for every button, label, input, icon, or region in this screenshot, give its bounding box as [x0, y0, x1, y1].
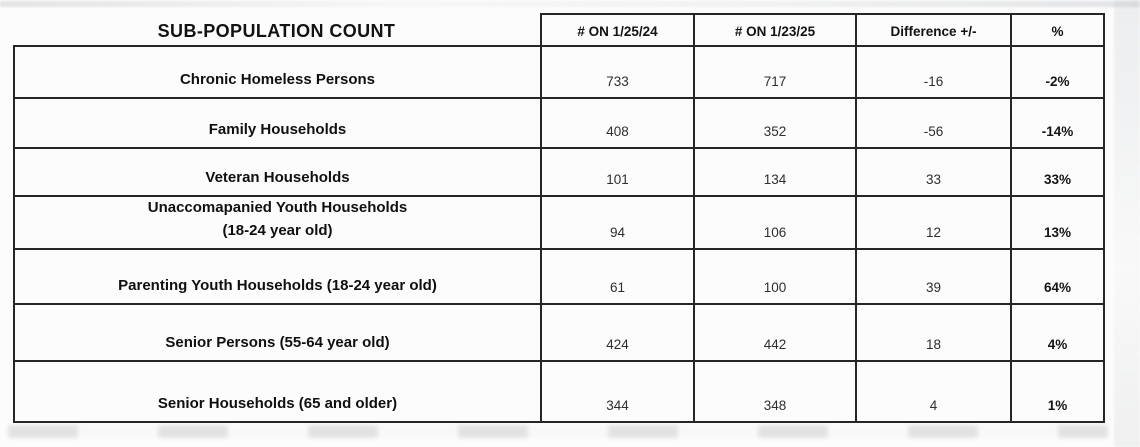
table-title: SUB-POPULATION COUNT	[157, 21, 396, 41]
row-label-senior-persons: Senior Persons (55-64 year old)	[13, 303, 540, 360]
scan-artifact-right-tint	[1114, 0, 1140, 447]
cell-count-2024: 424	[540, 303, 693, 360]
cell-difference: 18	[855, 303, 1010, 360]
scan-artifact-top	[0, 1, 1140, 7]
row-label-text: Senior Persons (55-64 year old)	[165, 334, 390, 351]
cell-percent: -2%	[1010, 45, 1105, 97]
cell-count-2025: 717	[693, 45, 855, 97]
cell-percent: 4%	[1010, 303, 1105, 360]
cell-count-2024: 94	[540, 195, 693, 248]
cell-count-2025: 106	[693, 195, 855, 248]
cell-percent: 64%	[1010, 248, 1105, 303]
cell-percent: 33%	[1010, 147, 1105, 195]
cell-difference: 4	[855, 360, 1010, 423]
cell-count-2024: 733	[540, 45, 693, 97]
cell-count-2025: 134	[693, 147, 855, 195]
cell-count-2024: 408	[540, 97, 693, 147]
col-header-percent: %	[1010, 13, 1105, 45]
row-label-text: Parenting Youth Households (18-24 year o…	[118, 277, 437, 294]
cell-difference: 33	[855, 147, 1010, 195]
cell-count-2024: 101	[540, 147, 693, 195]
sub-population-table: SUB-POPULATION COUNT # ON 1/25/24 # ON 1…	[13, 13, 1105, 423]
cell-count-2025: 348	[693, 360, 855, 423]
cell-difference: 12	[855, 195, 1010, 248]
cell-percent: 13%	[1010, 195, 1105, 248]
scan-artifact-bottom-shadow	[8, 425, 1108, 438]
col-header-on-1-25-24: # ON 1/25/24	[540, 13, 693, 45]
cell-percent: -14%	[1010, 97, 1105, 147]
row-label-text: Senior Households (65 and older)	[157, 395, 398, 412]
row-label-senior-households: Senior Households (65 and older)	[13, 360, 540, 423]
cell-count-2024: 344	[540, 360, 693, 423]
cell-difference: -56	[855, 97, 1010, 147]
cell-count-2025: 442	[693, 303, 855, 360]
row-label-unaccompanied-youth: Unaccomapanied Youth Households (18-24 ye…	[13, 195, 540, 248]
col-header-on-1-23-25: # ON 1/23/25	[693, 13, 855, 45]
row-label-parenting-youth: Parenting Youth Households (18-24 year o…	[13, 248, 540, 303]
cell-difference: 39	[855, 248, 1010, 303]
row-label-chronic-homeless: Chronic Homeless Persons	[13, 45, 540, 97]
row-label-text: Veteran Households	[205, 169, 350, 186]
cell-count-2025: 100	[693, 248, 855, 303]
cell-count-2025: 352	[693, 97, 855, 147]
row-label-text: Chronic Homeless Persons	[179, 71, 376, 88]
row-label-veteran-households: Veteran Households	[13, 147, 540, 195]
cell-percent: 1%	[1010, 360, 1105, 423]
row-label-text: Unaccomapanied Youth Households	[147, 199, 408, 216]
cell-difference: -16	[855, 45, 1010, 97]
col-header-difference: Difference +/-	[855, 13, 1010, 45]
cell-count-2024: 61	[540, 248, 693, 303]
row-label-family-households: Family Households	[13, 97, 540, 147]
row-label-text-line2: (18-24 year old)	[222, 222, 333, 239]
row-label-text: Family Households	[208, 121, 347, 138]
